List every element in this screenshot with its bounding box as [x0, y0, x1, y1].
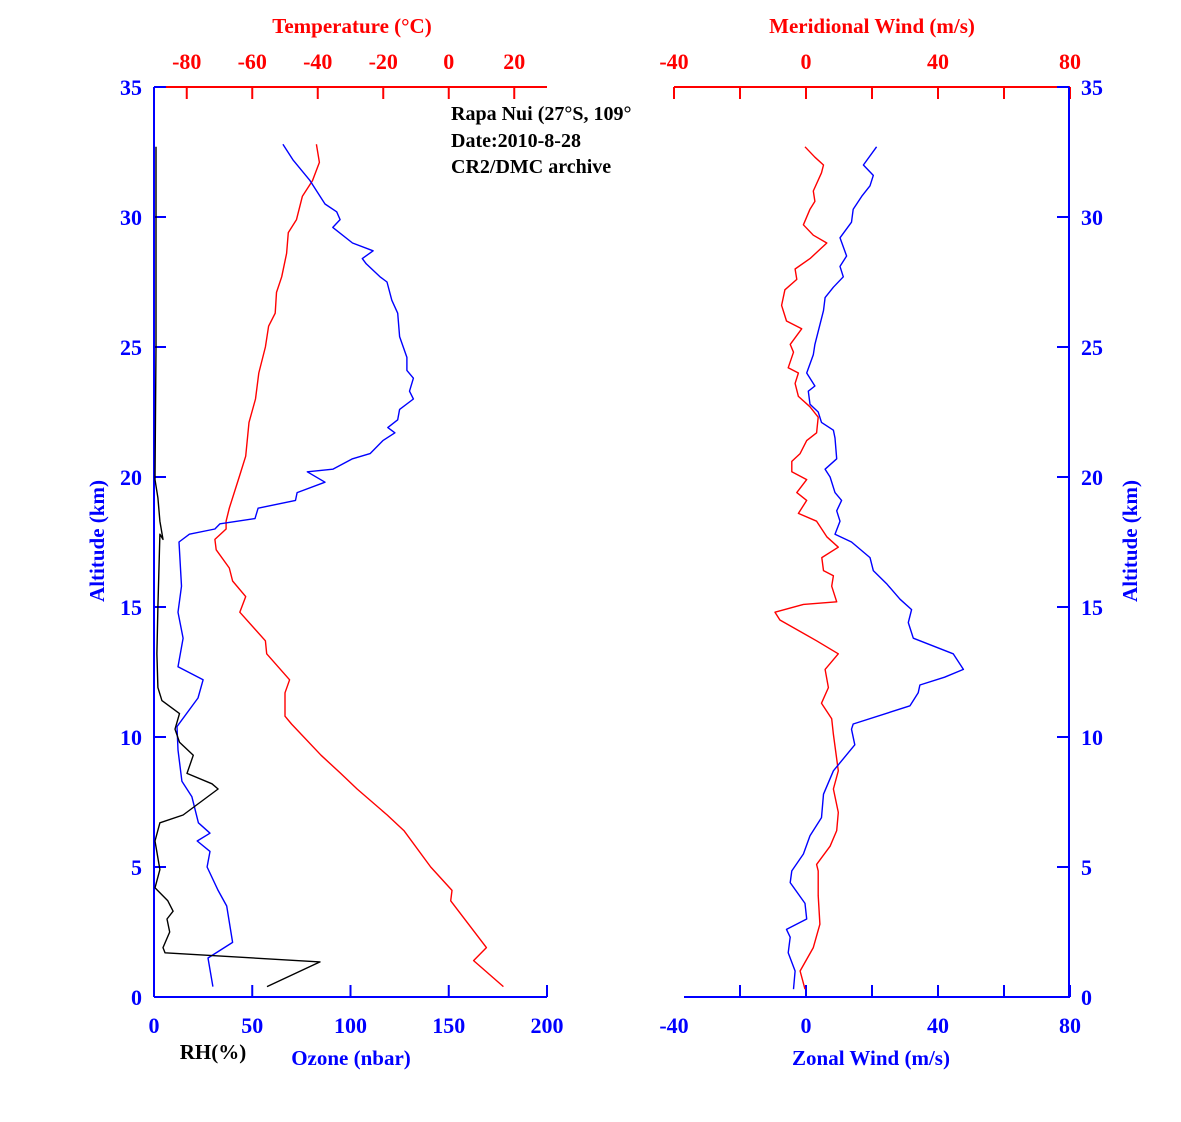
- panel-left-bottom-tick-label: 50: [241, 1013, 263, 1038]
- panel-left-y-tick-label: 25: [120, 335, 142, 360]
- ozone-profile-line: [176, 143, 415, 987]
- panel-left-y-tick-label: 30: [120, 205, 142, 230]
- panel-left-top-tick-label: 0: [443, 49, 454, 74]
- panel-left-bottom-tick-label: 0: [149, 1013, 160, 1038]
- panel-left-y-tick-label: 20: [120, 465, 142, 490]
- annotation-station: Rapa Nui (27°S, 109°: [451, 103, 631, 125]
- panel-right-bottom-tick-label: 40: [927, 1013, 949, 1038]
- panel-left-y-tick-label: 5: [131, 855, 142, 880]
- right-top-axis-title: Meridional Wind (m/s): [769, 14, 975, 38]
- panel-right-y-tick-label: 0: [1081, 985, 1092, 1010]
- panel-left-top-tick-label: -40: [303, 49, 332, 74]
- annotation-archive: CR2/DMC archive: [451, 156, 611, 178]
- panel-right-top-tick-label: -40: [659, 49, 688, 74]
- panel-right-bottom-tick-label: 80: [1059, 1013, 1081, 1038]
- zonal-profile-line: [785, 146, 965, 990]
- panel-left-bottom-tick-label: 200: [531, 1013, 564, 1038]
- panel-right-y-tick-label: 15: [1081, 595, 1103, 620]
- series-lines: [154, 143, 965, 990]
- panel-left-y-tick-label: 15: [120, 595, 142, 620]
- panel-right-bottom-tick-label: -40: [659, 1013, 688, 1038]
- panel-right-y-tick-label: 25: [1081, 335, 1103, 360]
- left-bottom-axis-title: Ozone (nbar): [291, 1046, 411, 1070]
- panel-left-top-tick-label: -80: [172, 49, 201, 74]
- panel-right-y-tick-label: 30: [1081, 205, 1103, 230]
- panel-left-top-tick-label: 20: [503, 49, 525, 74]
- panel-right-y-tick-label: 5: [1081, 855, 1092, 880]
- panel-left-top-tick-label: -60: [238, 49, 267, 74]
- meridional-profile-line: [774, 146, 839, 990]
- left-top-axis-title: Temperature (°C): [272, 14, 431, 38]
- left-y-axis-title: Altitude (km): [85, 480, 109, 602]
- panel-right-top-tick-label: 80: [1059, 49, 1081, 74]
- panel-left-top-tick-label: -20: [369, 49, 398, 74]
- panel-left-y-tick-label: 10: [120, 725, 142, 750]
- axes: -80 -60 -40 -20 0 200 50 100 150 2000510152025303…: [120, 49, 1103, 1038]
- rh-axis-title: RH(%): [180, 1040, 247, 1064]
- panel-left-y-tick-label: 0: [131, 985, 142, 1010]
- panel-right-top-tick-label: 0: [801, 49, 812, 74]
- temperature-profile-line: [214, 144, 504, 988]
- panel-right-y-tick-label: 35: [1081, 75, 1103, 100]
- rh-profile-line: [154, 146, 321, 988]
- panel-right-top-tick-label: 40: [927, 49, 949, 74]
- panel-right-y-tick-label: 10: [1081, 725, 1103, 750]
- right-y-axis-title: Altitude (km): [1118, 480, 1142, 602]
- annotation-date: Date:2010-8-28: [451, 130, 581, 152]
- panel-right-y-tick-label: 20: [1081, 465, 1103, 490]
- panel-right-bottom-tick-label: 0: [801, 1013, 812, 1038]
- right-bottom-axis-title: Zonal Wind (m/s): [792, 1046, 950, 1070]
- panel-left-y-tick-label: 35: [120, 75, 142, 100]
- panel-left-bottom-tick-label: 100: [334, 1013, 367, 1038]
- panel-left-bottom-tick-label: 150: [432, 1013, 465, 1038]
